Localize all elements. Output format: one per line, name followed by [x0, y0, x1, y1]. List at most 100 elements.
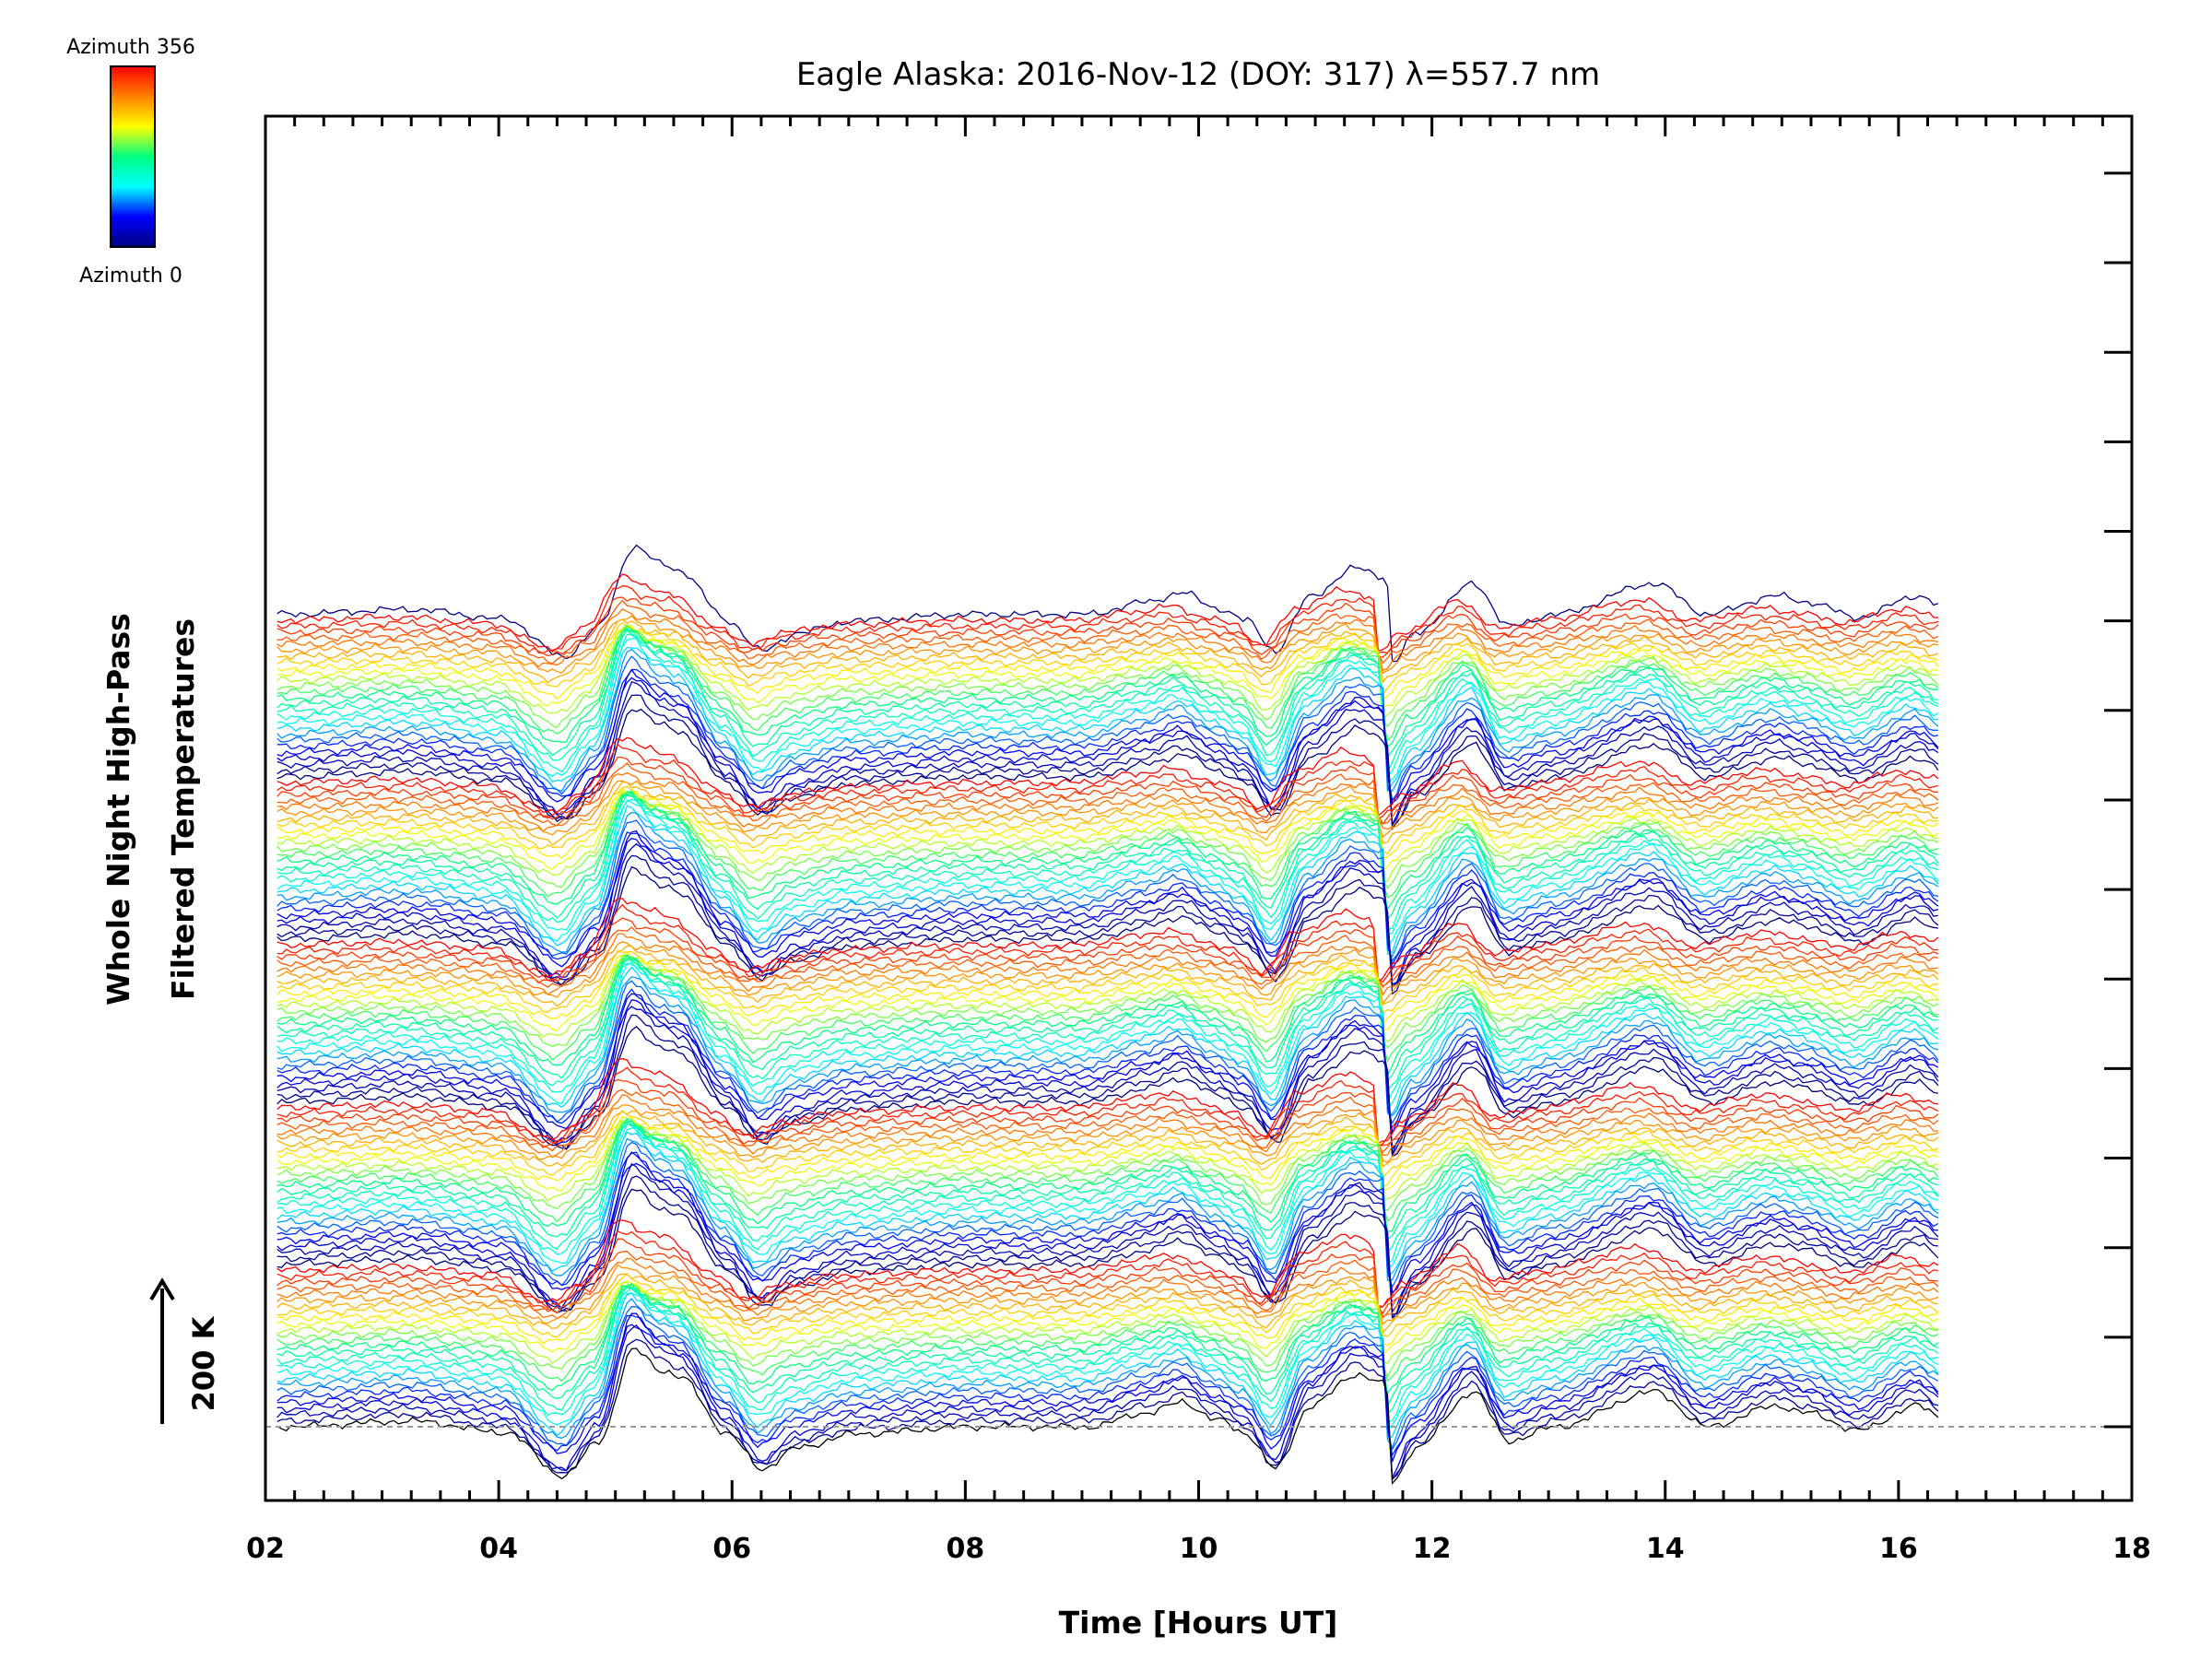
y-axis-label-line2: Filtered Temperatures: [165, 618, 201, 1000]
x-tick-label: 12: [1413, 1533, 1452, 1565]
azimuth-trace: [276, 790, 1939, 859]
azimuth-trace: [276, 962, 1939, 1103]
azimuth-trace: [276, 1284, 1939, 1382]
x-tick-label: 06: [712, 1533, 751, 1565]
azimuth-trace: [276, 933, 1939, 996]
azimuth-trace: [276, 1347, 1939, 1485]
azimuth-trace: [276, 646, 1938, 794]
azimuth-trace: [276, 1282, 1939, 1354]
plot-frame: [264, 114, 2134, 1502]
azimuth-trace: [276, 1110, 1939, 1168]
azimuth-trace: [276, 1273, 1939, 1335]
azimuth-trace: [276, 830, 1939, 988]
azimuth-trace: [276, 837, 1939, 971]
azimuth-trace: [276, 793, 1939, 931]
x-axis-label: Time [Hours UT]: [1059, 1605, 1338, 1641]
azimuth-trace: [276, 1104, 1939, 1164]
x-tick-label: 02: [246, 1533, 285, 1565]
azimuth-trace: [276, 621, 1939, 697]
azimuth-trace: [276, 789, 1939, 889]
azimuth-trace: [276, 811, 1939, 959]
azimuth-trace: [276, 1292, 1939, 1440]
azimuth-trace: [276, 607, 1939, 672]
azimuth-trace: [276, 966, 1938, 1115]
azimuth-trace: [276, 771, 1939, 832]
azimuth-trace: [276, 627, 1938, 759]
azimuth-trace: [276, 940, 1939, 1006]
colorbar: [110, 65, 156, 248]
colorbar-top-label: Azimuth 356: [66, 36, 195, 59]
azimuth-trace: [276, 585, 1939, 654]
azimuth-trace: [276, 596, 1939, 658]
scale-bar-arrowhead: [149, 1277, 175, 1301]
azimuth-trace: [276, 743, 1939, 820]
x-tick-label: 18: [2112, 1533, 2151, 1565]
azimuth-trace: [276, 790, 1939, 899]
azimuth-trace: [276, 629, 1938, 748]
azimuth-trace: [276, 1006, 1939, 1154]
azimuth-trace: [276, 680, 1939, 827]
azimuth-trace: [276, 794, 1939, 911]
azimuth-trace: [276, 1123, 1939, 1265]
azimuth-trace: [276, 1141, 1939, 1288]
azimuth-trace: [276, 668, 1939, 802]
azimuth-trace: [276, 999, 1939, 1135]
azimuth-trace: [276, 1292, 1939, 1432]
azimuth-trace: [276, 842, 1938, 985]
azimuth-trace: [276, 1282, 1939, 1416]
azimuth-trace: [276, 976, 1939, 1117]
azimuth-trace: [276, 791, 1939, 921]
x-tick-labels: 02 04 06 08 10 12 14 16 18: [246, 1533, 2151, 1565]
azimuth-trace: [276, 1162, 1938, 1320]
scale-bar-label: 200 K: [186, 1315, 221, 1411]
azimuth-trace: [276, 1151, 1939, 1294]
azimuth-trace: [276, 1026, 1939, 1158]
azimuth-trace: [276, 787, 1939, 871]
azimuth-trace: [276, 831, 1939, 967]
chart-title: Eagle Alaska: 2016-Nov-12 (DOY: 317) λ=5…: [796, 56, 1600, 93]
azimuth-trace: [276, 1324, 1939, 1463]
azimuth-trace: [276, 1131, 1938, 1277]
azimuth-trace: [276, 1124, 1939, 1241]
azimuth-trace: [276, 1109, 1939, 1178]
azimuth-trace: [276, 1312, 1939, 1480]
azimuth-trace: [276, 799, 1939, 947]
x-tick-label: 14: [1646, 1533, 1685, 1565]
azimuth-trace: [276, 1281, 1938, 1365]
azimuth-trace: [276, 1324, 1939, 1481]
azimuth-trace: [276, 615, 1939, 675]
azimuth-trace: [276, 781, 1938, 846]
azimuth-trace: [276, 573, 1938, 653]
azimuth-trace: [276, 1338, 1939, 1481]
azimuth-trace: [276, 1116, 1939, 1192]
azimuth-trace: [276, 988, 1939, 1135]
azimuth-trace: [276, 780, 1939, 838]
azimuth-trace: [276, 1264, 1939, 1325]
azimuth-trace: [276, 926, 1939, 988]
azimuth-trace: [276, 1088, 1939, 1153]
azimuth-trace: [276, 618, 1939, 684]
azimuth-trace: [276, 1238, 1938, 1314]
azimuth-trace: [276, 762, 1939, 827]
x-tick-label: 16: [1879, 1533, 1918, 1565]
azimuth-trace: [276, 819, 1939, 962]
azimuth-trace: [276, 949, 1938, 1015]
azimuth-trace: [276, 1058, 1939, 1147]
trace-group: [276, 544, 1939, 1485]
azimuth-trace: [276, 626, 1939, 709]
azimuth-trace: [276, 960, 1939, 1111]
azimuth-trace: [276, 1121, 1939, 1212]
azimuth-trace: [276, 1219, 1939, 1308]
azimuth-trace: [276, 648, 1939, 793]
azimuth-trace: [276, 785, 1938, 855]
axis-ticks: [264, 116, 2134, 1500]
azimuth-trace: [276, 1126, 1939, 1268]
y-axis-label-line1: Whole Night High-Pass: [100, 613, 136, 1006]
x-tick-label: 08: [947, 1533, 985, 1565]
azimuth-trace: [276, 805, 1939, 956]
x-tick-label: 04: [479, 1533, 518, 1565]
azimuth-trace: [276, 638, 1939, 784]
azimuth-trace: [276, 1286, 1939, 1409]
azimuth-trace: [276, 629, 1938, 720]
